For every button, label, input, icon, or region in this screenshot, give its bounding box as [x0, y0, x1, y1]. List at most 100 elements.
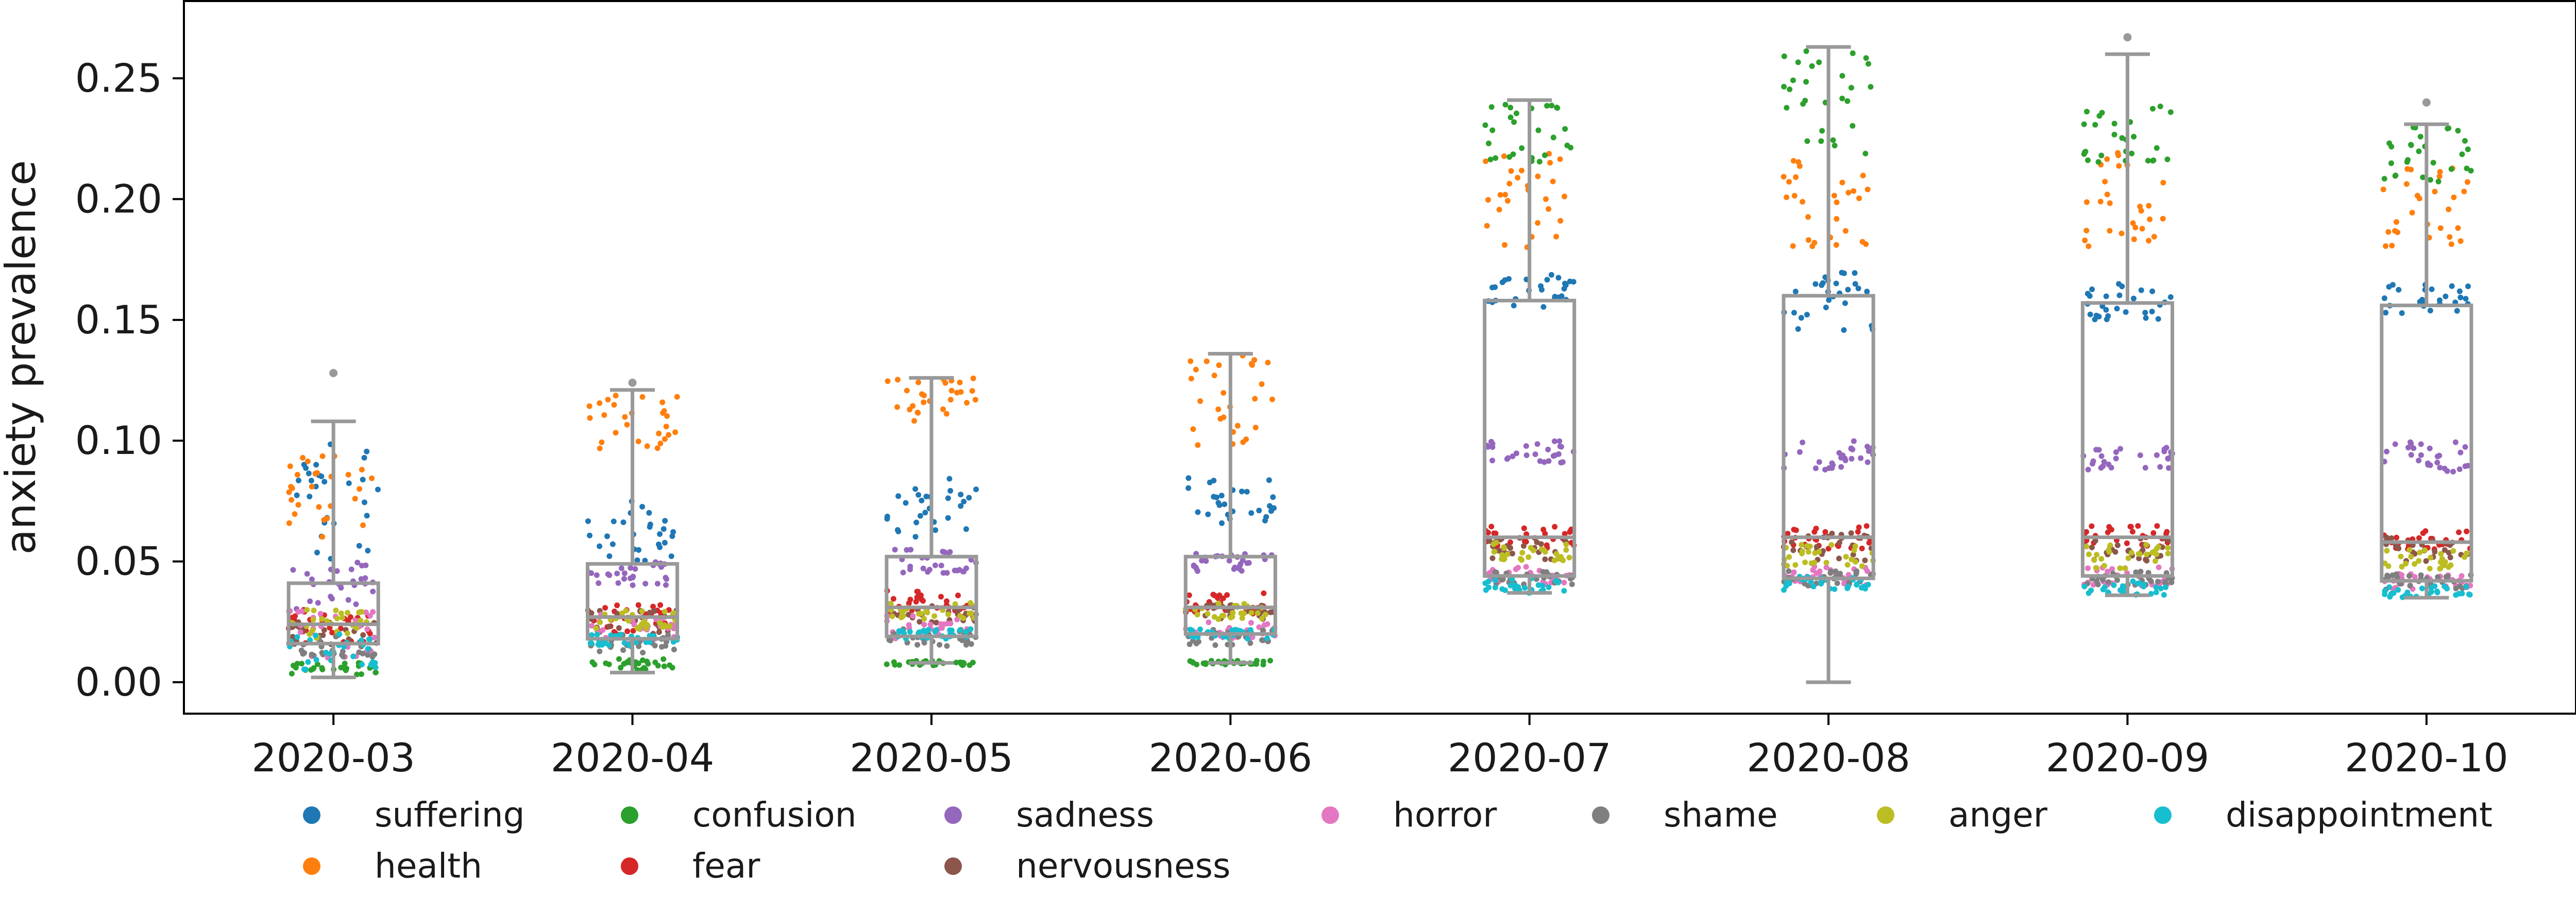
data-point-suffering: [1185, 475, 1192, 481]
data-point-disappointment: [367, 636, 373, 642]
data-point-disappointment: [307, 637, 313, 643]
data-point-health: [911, 418, 917, 424]
data-point-confusion: [960, 660, 967, 666]
data-point-nervousness: [2112, 549, 2119, 555]
data-point-health: [954, 390, 960, 396]
data-point-fear: [938, 594, 944, 600]
data-point-disappointment: [948, 627, 955, 633]
data-point-sadness: [1866, 448, 1872, 454]
data-point-nervousness: [2383, 534, 2389, 541]
data-point-health: [359, 467, 365, 473]
data-point-fear: [1224, 592, 1230, 598]
data-point-suffering: [365, 548, 371, 554]
data-point-health: [2437, 225, 2444, 231]
data-point-suffering: [668, 553, 674, 559]
data-point-nervousness: [1850, 552, 1856, 558]
data-point-sadness: [907, 566, 913, 572]
data-point-shame: [1802, 581, 1808, 587]
data-point-disappointment: [365, 646, 371, 652]
data-point-suffering: [306, 470, 312, 477]
data-point-health: [964, 400, 970, 406]
data-point-sadness: [345, 597, 351, 603]
data-point-confusion: [342, 661, 348, 667]
data-point-sadness: [2090, 461, 2095, 467]
data-point-anger: [2091, 557, 2097, 563]
data-point-health: [2139, 226, 2145, 232]
box-iqr: [2380, 303, 2473, 583]
data-point-health: [1497, 192, 1503, 198]
data-point-sadness: [2418, 441, 2424, 447]
data-point-health: [292, 511, 298, 517]
data-point-confusion: [2164, 156, 2171, 162]
data-point-disappointment: [608, 632, 614, 638]
data-point-health: [2086, 243, 2092, 249]
data-point-nervousness: [2432, 549, 2438, 555]
data-point-fear: [2394, 534, 2399, 541]
flier-point: [628, 378, 637, 387]
data-point-health: [601, 412, 607, 418]
data-point-fear: [1521, 525, 1527, 531]
data-point-shame: [640, 650, 646, 655]
data-point-disappointment: [2386, 584, 2393, 590]
data-point-health: [288, 484, 294, 490]
data-point-health: [2151, 233, 2157, 240]
data-point-anger: [1566, 554, 1572, 561]
data-point-anger: [625, 618, 632, 624]
data-point-suffering: [2119, 283, 2125, 290]
data-point-shame: [365, 652, 370, 658]
data-point-health: [2097, 198, 2104, 205]
data-point-anger: [2438, 551, 2444, 557]
data-point-disappointment: [2463, 584, 2469, 590]
data-point-anger: [2408, 553, 2414, 560]
data-point-suffering: [360, 477, 366, 483]
data-point-sadness: [1558, 460, 1564, 466]
data-point-suffering: [313, 462, 319, 468]
data-point-anger: [921, 616, 927, 622]
data-point-health: [2451, 194, 2457, 200]
data-point-suffering: [1492, 284, 1498, 290]
data-point-fear: [1542, 531, 1548, 537]
data-point-confusion: [1866, 61, 1871, 67]
data-point-shame: [665, 632, 671, 638]
data-point-confusion: [1510, 151, 1516, 157]
y-tick-label: 0.20: [75, 176, 162, 222]
data-point-suffering: [903, 500, 909, 506]
data-point-suffering: [1864, 289, 1870, 295]
data-point-suffering: [2389, 282, 2396, 288]
data-point-anger: [667, 623, 673, 629]
data-point-confusion: [1830, 137, 1836, 143]
data-point-sadness: [370, 588, 376, 595]
data-point-health: [587, 415, 593, 421]
data-point-health: [1557, 156, 1563, 162]
data-point-disappointment: [2434, 588, 2440, 595]
data-point-anger: [1786, 554, 1792, 560]
data-point-anger: [304, 607, 310, 613]
data-point-disappointment: [587, 640, 594, 646]
flier-point: [2422, 98, 2431, 107]
data-point-anger: [2117, 565, 2123, 571]
data-point-fear: [367, 631, 373, 637]
data-point-disappointment: [1561, 588, 1567, 594]
data-point-nervousness: [2447, 554, 2453, 561]
data-point-health: [597, 400, 603, 406]
data-point-fear: [1863, 523, 1870, 529]
data-point-fear: [1567, 528, 1573, 534]
data-point-disappointment: [1854, 582, 1860, 588]
data-point-suffering: [895, 493, 902, 499]
data-point-health: [1833, 242, 1839, 248]
data-point-confusion: [2157, 104, 2163, 109]
data-point-nervousness: [2144, 558, 2150, 564]
box-iqr: [1782, 294, 1875, 580]
data-point-sadness: [1551, 438, 1557, 444]
data-point-nervousness: [1496, 548, 1502, 554]
data-point-disappointment: [1845, 583, 1851, 589]
data-point-confusion: [1267, 657, 1273, 664]
data-point-health: [644, 443, 650, 449]
data-point-nervousness: [955, 608, 961, 614]
data-point-confusion: [2408, 142, 2414, 148]
data-point-health: [659, 399, 666, 406]
data-point-shame: [1834, 580, 1840, 586]
data-point-confusion: [2464, 165, 2470, 172]
data-point-horror: [1515, 565, 1521, 571]
